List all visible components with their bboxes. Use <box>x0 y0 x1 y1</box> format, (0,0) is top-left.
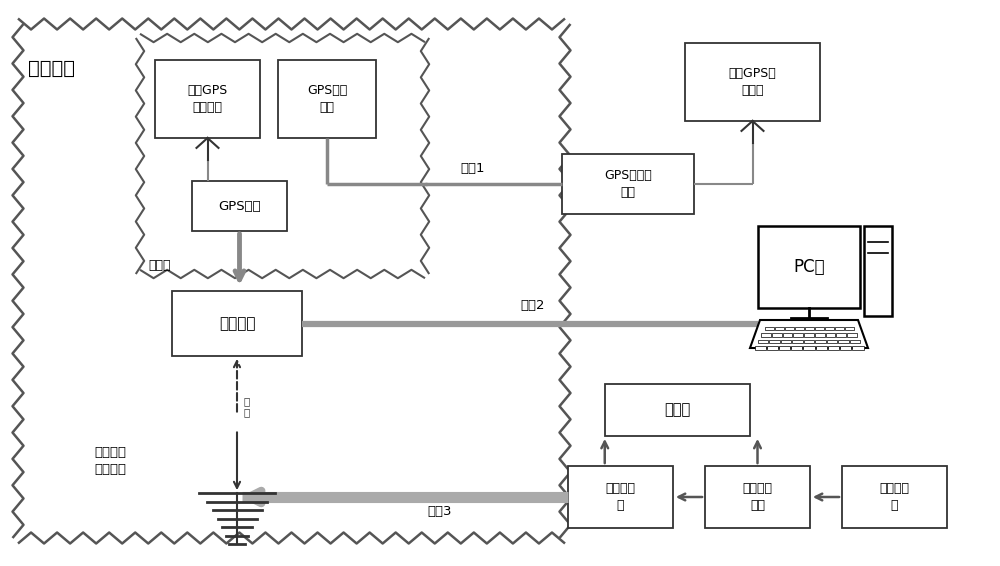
Bar <box>605 384 750 436</box>
Text: GPS模块: GPS模块 <box>218 199 261 212</box>
Bar <box>765 327 774 330</box>
Bar <box>804 340 814 343</box>
Polygon shape <box>750 320 868 348</box>
Text: 通道2: 通道2 <box>520 299 545 312</box>
Text: PC端: PC端 <box>793 258 825 276</box>
Bar <box>792 340 803 343</box>
Bar <box>278 60 376 138</box>
Text: GPS发射
天线: GPS发射 天线 <box>307 84 347 114</box>
Text: 通道1: 通道1 <box>460 162 484 175</box>
Bar <box>835 327 844 330</box>
Text: 第二GPS
接收天线: 第二GPS 接收天线 <box>187 84 228 114</box>
Text: 通道3: 通道3 <box>428 505 452 518</box>
Bar <box>840 346 851 349</box>
Bar <box>769 340 780 343</box>
Bar <box>783 333 792 337</box>
Bar <box>804 333 814 337</box>
Bar <box>793 333 803 337</box>
Bar <box>816 346 827 349</box>
Bar <box>852 346 864 349</box>
Bar <box>826 333 835 337</box>
Bar <box>791 346 802 349</box>
Bar <box>779 346 790 349</box>
Bar <box>772 333 782 337</box>
Bar <box>781 340 791 343</box>
Bar <box>761 333 771 337</box>
Bar <box>172 291 302 356</box>
Bar <box>836 333 846 337</box>
Bar <box>805 327 814 330</box>
Bar <box>827 340 837 343</box>
Bar <box>562 154 694 214</box>
Bar <box>685 43 820 121</box>
Bar <box>828 346 839 349</box>
Bar <box>850 340 860 343</box>
Text: 一
米: 一 米 <box>243 396 249 417</box>
Bar <box>192 181 287 231</box>
Text: 大功率放
大器: 大功率放 大器 <box>742 482 772 512</box>
Bar <box>794 327 804 330</box>
Text: 飞控模块: 飞控模块 <box>219 316 255 331</box>
Text: 堆叠对数
周期天线: 堆叠对数 周期天线 <box>94 446 126 476</box>
Bar <box>803 346 815 349</box>
Text: 信号发生
器: 信号发生 器 <box>880 482 910 512</box>
Text: 定向耦合
器: 定向耦合 器 <box>606 482 636 512</box>
Text: 第一GPS接
收天线: 第一GPS接 收天线 <box>729 67 776 97</box>
Bar <box>815 327 824 330</box>
Bar <box>784 327 794 330</box>
Bar <box>155 60 260 138</box>
Text: 屏蔽腔: 屏蔽腔 <box>148 259 171 272</box>
Text: 功率计: 功率计 <box>664 402 691 418</box>
Bar <box>568 466 673 528</box>
Bar <box>847 333 857 337</box>
Bar <box>774 327 784 330</box>
Bar <box>838 340 849 343</box>
Bar <box>815 340 826 343</box>
Bar <box>825 327 834 330</box>
Bar <box>705 466 810 528</box>
Bar <box>864 226 892 316</box>
Bar <box>758 340 768 343</box>
Bar <box>815 333 825 337</box>
Text: 电波暗室: 电波暗室 <box>28 59 75 78</box>
Bar <box>842 466 947 528</box>
Bar <box>845 327 854 330</box>
Text: GPS信号增
强器: GPS信号增 强器 <box>604 169 652 199</box>
Bar <box>758 226 860 308</box>
Bar <box>755 346 766 349</box>
Bar <box>767 346 778 349</box>
